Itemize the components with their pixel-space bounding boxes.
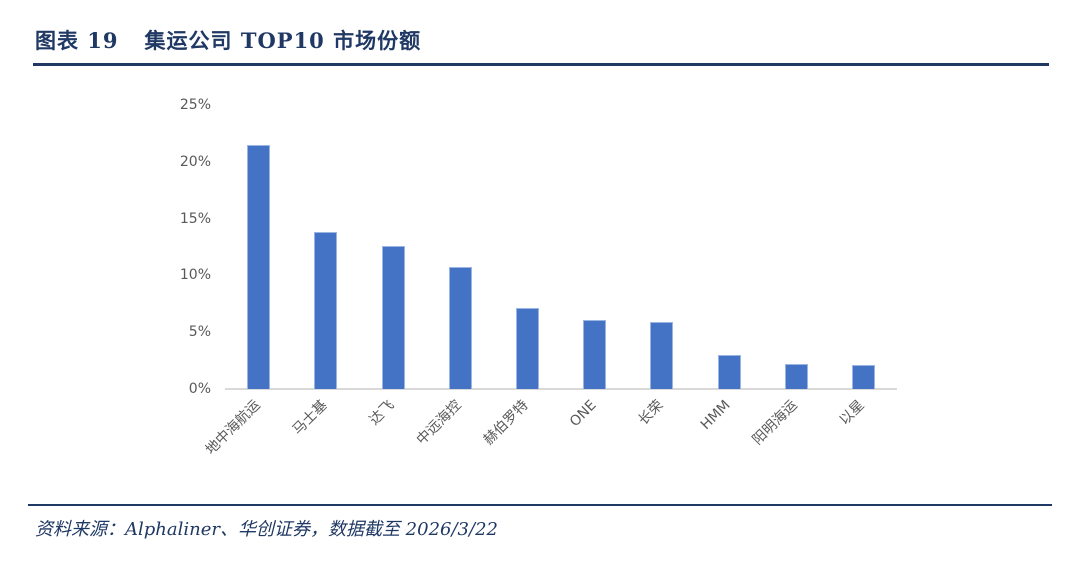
figure-header: 图表 19 集运公司 TOP10 市场份额	[35, 25, 421, 55]
figure-number: 图表 19	[35, 28, 119, 53]
bar-9	[784, 364, 808, 389]
y-axis-tick-label: 25%	[179, 97, 211, 113]
y-axis-tick-label: 10%	[179, 267, 211, 284]
x-axis-line	[225, 388, 897, 390]
figure-title: 集运公司 TOP10 市场份额	[144, 28, 422, 53]
bar-10	[851, 365, 875, 389]
bar-6	[583, 319, 607, 389]
y-axis-tick-label: 15%	[179, 210, 211, 227]
bar-3	[381, 245, 405, 389]
bar-2	[314, 232, 338, 389]
footer-divider	[28, 504, 1052, 506]
bar-5	[515, 308, 539, 389]
header-divider	[33, 63, 1049, 66]
y-axis-tick-label: 0%	[188, 381, 211, 397]
bar-8	[717, 354, 741, 389]
bar-1	[247, 144, 271, 389]
bar-4	[448, 267, 472, 389]
y-axis-tick-label: 20%	[179, 153, 211, 170]
bar-7	[650, 321, 674, 389]
source-note: 资料来源：Alphaliner、华创证券，数据截至 2026/3/22	[35, 519, 498, 540]
y-axis-tick-label: 5%	[188, 324, 211, 341]
